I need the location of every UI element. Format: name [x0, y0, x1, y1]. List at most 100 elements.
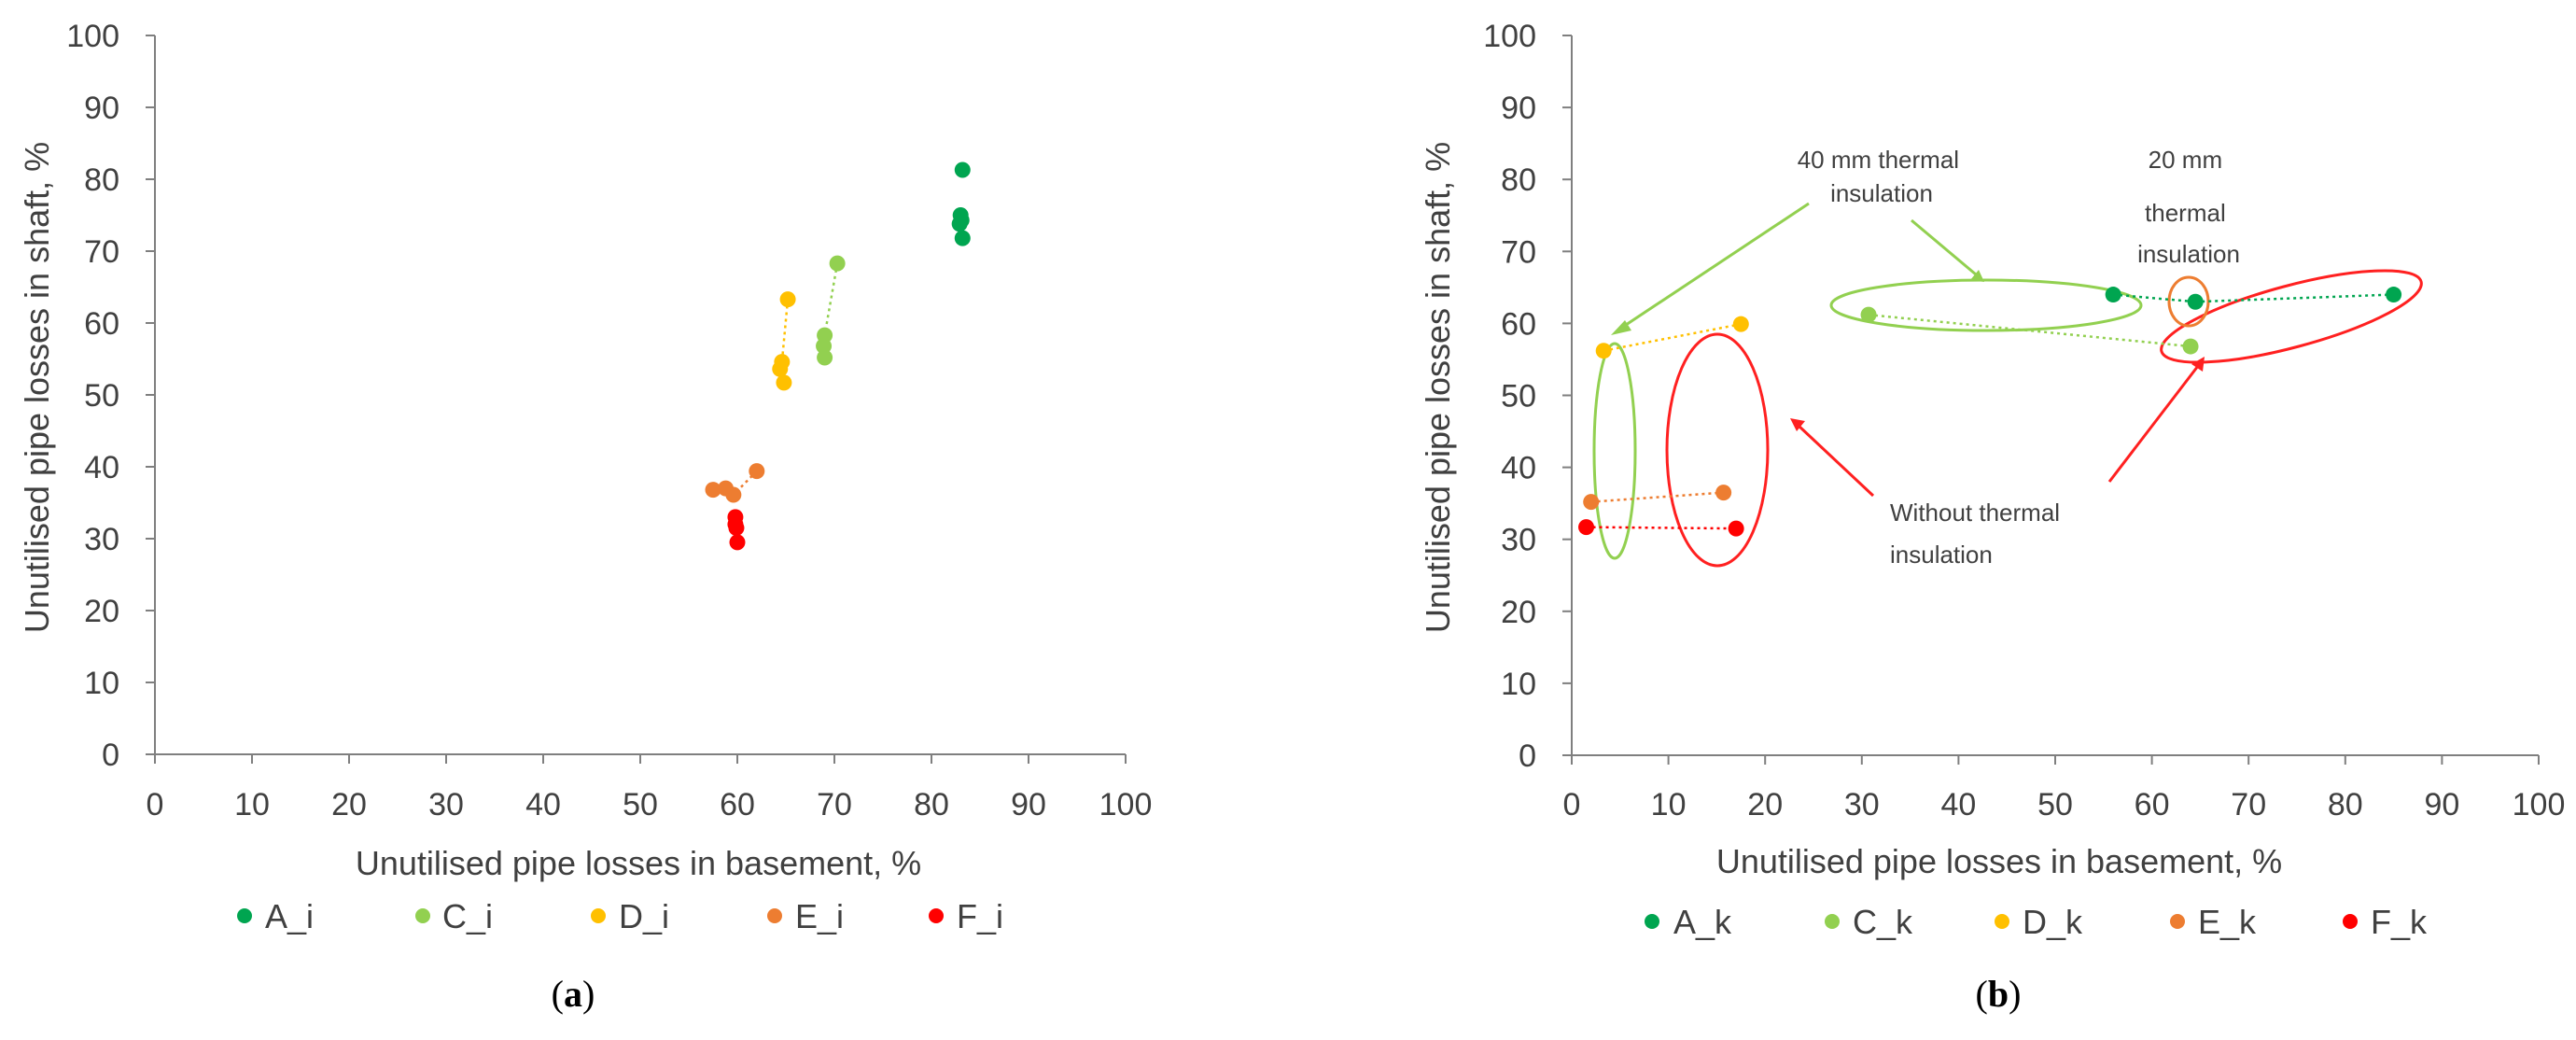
arrow-without-low-head [1790, 418, 1805, 431]
point-a-i [951, 216, 968, 232]
point-f-i [728, 519, 745, 536]
legend-label-f-k: F_k [2371, 903, 2428, 941]
connector-c-k [1868, 313, 2191, 348]
legend-marker-f-i [929, 908, 944, 923]
annotation-20mm-line-2: thermal [2145, 199, 2226, 227]
point-e-k [1583, 494, 1600, 511]
chart-b-y-tick-label: 10 [1501, 667, 1536, 702]
point-f-i [729, 534, 746, 551]
ellipse-without-low [1665, 332, 1770, 568]
legend-item-d-k: D_k [1995, 903, 2083, 941]
chart-b-x-tick-label: 50 [2037, 787, 2073, 822]
point-e-i [749, 463, 765, 480]
chart-panel-a: 0 10 20 30 40 50 60 70 80 90 100 0 10 20 30 40 50 60 70 80 9… [18, 19, 1152, 1015]
arrow-40mm-high [1911, 218, 1977, 276]
chart-a-x-axis-title: Unutilised pipe losses in basement, % [356, 844, 921, 882]
point-f-k [1578, 519, 1595, 536]
point-a-k [2105, 287, 2121, 303]
chart-a-y-tick-label: 10 [84, 666, 119, 701]
chart-a-y-tick-label: 30 [84, 522, 119, 557]
chart-a-caption-letter: a [564, 973, 582, 1015]
chart-a-x-tick-label: 90 [1011, 787, 1046, 822]
legend-label-c-i: C_i [442, 897, 493, 935]
annotation-40mm: 40 mm thermal insulation [1798, 146, 1967, 207]
chart-b-y-tick-label: 100 [1483, 19, 1536, 54]
point-c-i [816, 338, 833, 355]
point-a-i [954, 162, 971, 178]
chart-b-x-tick-label: 0 [1563, 787, 1581, 822]
chart-b-x-tick-label: 30 [1844, 787, 1880, 822]
connector-e-k [1590, 491, 1724, 503]
legend-marker-c-k [1825, 914, 1840, 929]
chart-b-x-axis-title: Unutilised pipe losses in basement, % [1716, 842, 2282, 880]
chart-panel-b: 0 10 20 30 40 50 60 70 80 90 100 0 10 20 30 40 50 60 70 80 9… [1419, 19, 2565, 1015]
legend-label-a-i: A_i [265, 897, 314, 935]
annotation-without: Without thermal insulation [1890, 499, 2066, 569]
point-c-i [829, 255, 846, 272]
legend-label-d-i: D_i [619, 897, 669, 935]
chart-a-x-tick-label: 10 [234, 787, 270, 822]
chart-b-x-tick-label: 10 [1651, 787, 1687, 822]
chart-a-axes: 0 10 20 30 40 50 60 70 80 90 100 0 10 20 30 40 50 60 70 80 9… [66, 19, 1152, 822]
chart-b-y-tick-label: 0 [1519, 738, 1536, 774]
chart-b-y-axis-title: Unutilised pipe losses in shaft, % [1419, 142, 1457, 633]
point-d-i [772, 360, 789, 377]
legend-marker-e-i [767, 908, 782, 923]
annotation-40mm-line-2: insulation [1830, 179, 1933, 207]
chart-a-y-tick-label: 50 [84, 378, 119, 414]
chart-b-legend: A_k C_k D_k E_k F_k [1645, 903, 2428, 941]
chart-a-y-tick-label: 0 [102, 738, 119, 773]
point-d-k [1732, 316, 1749, 332]
chart-a-y-tick-label: 90 [84, 91, 119, 126]
chart-a-x-tick-label: 80 [914, 787, 949, 822]
chart-a-y-axis-title: Unutilised pipe losses in shaft, % [18, 142, 56, 633]
connector-f-k [1586, 526, 1737, 530]
legend-label-e-k: E_k [2198, 903, 2257, 941]
chart-a-x-tick-label: 30 [428, 787, 464, 822]
point-c-i [817, 349, 833, 366]
arrow-without-high-head [2191, 357, 2205, 372]
chart-b-x-tick-label: 100 [2513, 787, 2566, 822]
legend-item-c-i: C_i [415, 897, 493, 935]
legend-marker-a-i [237, 908, 252, 923]
legend-marker-d-i [591, 908, 606, 923]
ellipse-40mm-high [1829, 278, 2143, 332]
chart-a-x-tick-label: 0 [147, 787, 164, 822]
annotation-20mm-line-1: 20 mm [2149, 146, 2222, 174]
point-a-k [2386, 287, 2402, 303]
chart-a-y-tick-label: 80 [84, 162, 119, 198]
chart-a-y-tick-label: 100 [66, 19, 119, 54]
legend-item-f-k: F_k [2343, 903, 2428, 941]
point-e-k [1715, 485, 1732, 501]
annotation-20mm: 20 mm thermal insulation [2137, 146, 2240, 268]
point-d-i [776, 374, 792, 391]
point-d-i [779, 291, 796, 308]
point-a-k [2187, 293, 2204, 310]
chart-b-x-tick-label: 80 [2328, 787, 2363, 822]
chart-b-axes: 0 10 20 30 40 50 60 70 80 90 100 0 10 20 30 40 50 60 70 80 9… [1483, 19, 2565, 822]
chart-b-y-tick-label: 30 [1501, 523, 1536, 558]
ellipse-40mm-low [1592, 342, 1637, 560]
chart-b-x-tick-label: 20 [1747, 787, 1783, 822]
chart-b-x-tick-label: 90 [2424, 787, 2459, 822]
chart-a-x-tick-label: 20 [331, 787, 367, 822]
chart-b-points [1578, 287, 2402, 537]
arrow-40mm-high-head [1970, 270, 1984, 282]
point-c-k [1860, 306, 1877, 323]
legend-item-c-k: C_k [1825, 903, 1913, 941]
chart-a-x-tick-label: 50 [623, 787, 658, 822]
chart-a-points [705, 162, 971, 551]
arrow-40mm-low [1619, 202, 1810, 330]
chart-b-caption-letter: b [1988, 973, 2009, 1015]
ellipse-20mm [2167, 275, 2210, 328]
connector-a-k [2113, 293, 2196, 303]
point-c-k [2182, 338, 2199, 355]
chart-a-y-tick-label: 60 [84, 306, 119, 342]
annotation-40mm-line-1: 40 mm thermal [1798, 146, 1959, 174]
chart-b-connectors [1586, 293, 2394, 530]
legend-label-e-i: E_i [795, 897, 844, 935]
arrow-without-high [2107, 365, 2200, 483]
chart-b-y-tick-label: 20 [1501, 595, 1536, 630]
chart-b-arrows [1611, 202, 2205, 498]
legend-label-f-i: F_i [957, 897, 1003, 935]
